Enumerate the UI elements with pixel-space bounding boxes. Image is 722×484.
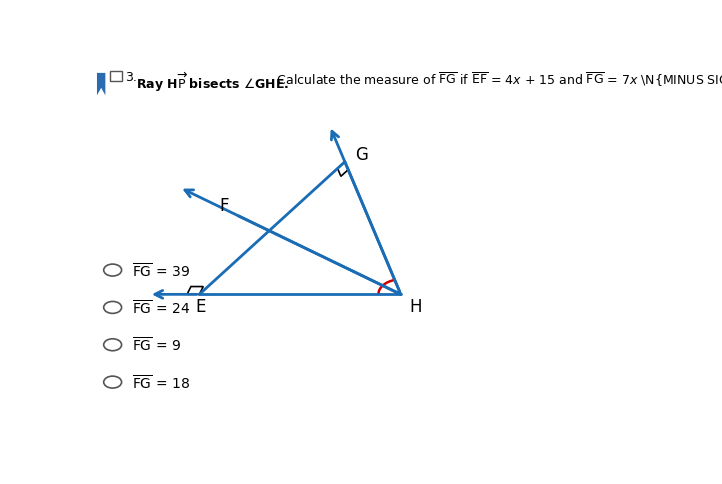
Text: G: G [355, 146, 367, 164]
Text: $\overline{\rm FG}$ = 39: $\overline{\rm FG}$ = 39 [132, 261, 190, 280]
Text: F: F [219, 197, 228, 215]
Text: Ray H$\overrightarrow{\rm P}$ bisects $\angle$GHE.: Ray H$\overrightarrow{\rm P}$ bisects $\… [136, 71, 290, 94]
Text: $\overline{\rm FG}$ = 9: $\overline{\rm FG}$ = 9 [132, 336, 181, 354]
Text: $\overline{\rm FG}$ = 18: $\overline{\rm FG}$ = 18 [132, 373, 190, 392]
Text: Calculate the measure of $\overline{\rm FG}$ if $\overline{\rm EF}$ = 4$x$ + 15 : Calculate the measure of $\overline{\rm … [273, 71, 722, 89]
Polygon shape [97, 74, 105, 96]
Text: $\overline{\rm FG}$ = 24: $\overline{\rm FG}$ = 24 [132, 299, 190, 317]
Text: H: H [409, 298, 422, 316]
Text: 3.: 3. [126, 71, 137, 84]
Bar [110, 72, 122, 82]
Text: E: E [195, 298, 205, 316]
